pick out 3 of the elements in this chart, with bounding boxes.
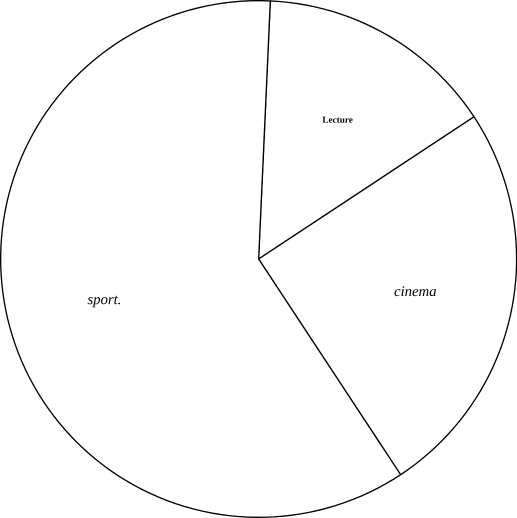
slice-label: cinema — [394, 286, 436, 296]
slice-label: Lecture — [322, 116, 353, 123]
slice-label: sport. — [88, 296, 120, 308]
